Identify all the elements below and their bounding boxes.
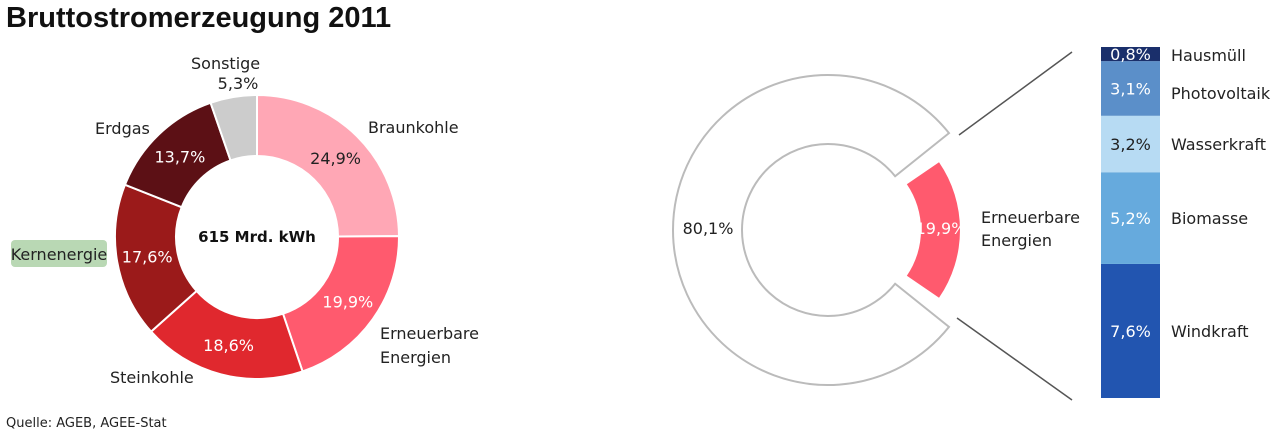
value-label-wasserkraft: 3,2%: [1110, 135, 1151, 154]
category-label-erneuerbare-energien: Energien: [380, 348, 451, 367]
connector-line-top: [958, 51, 1073, 136]
slice-sonstige: [209, 93, 258, 162]
value-label-erneuerbare-energien: 19,9%: [322, 293, 373, 312]
center-total-label: 615 Mrd. kWh: [198, 228, 316, 246]
category-label-biomasse: Biomasse: [1171, 209, 1248, 228]
renewables-stacked-bar: 7,6% Windkraft 5,2% Biomasse 3,2% Wasserkraft…: [1101, 45, 1271, 398]
value-label-braunkohle: 24,9%: [310, 149, 361, 168]
slice-braunkohle: [256, 93, 401, 238]
value-label-erneuerbare-energien: 19,9%: [916, 219, 967, 238]
category-label-wasserkraft: Wasserkraft: [1171, 135, 1266, 154]
value-label-erdgas: 13,7%: [154, 147, 205, 166]
category-label-erneuerbare-energien: Erneuerbare: [981, 208, 1080, 227]
value-label-windkraft: 7,6%: [1110, 322, 1151, 341]
bar-segment-windkraft: [1101, 263, 1160, 398]
bar-segment-wasserkraft: [1101, 115, 1160, 173]
source-note: Quelle: AGEB, AGEE-Stat: [6, 416, 167, 431]
main-donut-chart: 24,9% Braunkohle 19,9% Erneuerbare Energien 1…: [11, 54, 479, 387]
chart-title: Bruttostromerzeugung 2011: [6, 2, 392, 34]
category-label-erdgas: Erdgas: [95, 119, 150, 138]
value-label-hausmuell: 0,8%: [1110, 45, 1151, 64]
category-label-erneuerbare-energien: Energien: [981, 231, 1052, 250]
value-label-kernenergie: 17,6%: [122, 248, 173, 267]
value-label-biomasse: 5,2%: [1110, 209, 1151, 228]
value-label-sonstige: 5,3%: [218, 74, 259, 93]
slice-rest: [671, 74, 951, 386]
slice-erneuerbare-energien-exploded: [906, 162, 960, 298]
category-label-steinkohle: Steinkohle: [110, 368, 194, 387]
category-label-sonstige: Sonstige: [191, 54, 260, 73]
renewables-donut-chart: 80,1% 19,9% Erneuerbare Energien: [671, 74, 1080, 386]
bar-segment-biomasse: [1101, 172, 1160, 264]
connector-lines: [956, 51, 1073, 401]
value-label-steinkohle: 18,6%: [203, 336, 254, 355]
bar-segment-hausmuell: [1101, 47, 1160, 62]
category-label-windkraft: Windkraft: [1171, 322, 1248, 341]
bar-segment-photovoltaik: [1101, 61, 1160, 116]
category-label-hausmuell: Hausmüll: [1171, 46, 1246, 65]
category-label-braunkohle: Braunkohle: [368, 118, 459, 137]
value-label-rest: 80,1%: [683, 219, 734, 238]
category-label-erneuerbare-energien: Erneuerbare: [380, 324, 479, 343]
highlight-box-kernenergie: [11, 240, 107, 267]
category-label-photovoltaik: Photovoltaik: [1171, 84, 1271, 103]
value-label-photovoltaik: 3,1%: [1110, 79, 1151, 98]
connector-line-bottom: [956, 317, 1073, 401]
category-label-kernenergie: Kernenergie: [11, 245, 108, 264]
